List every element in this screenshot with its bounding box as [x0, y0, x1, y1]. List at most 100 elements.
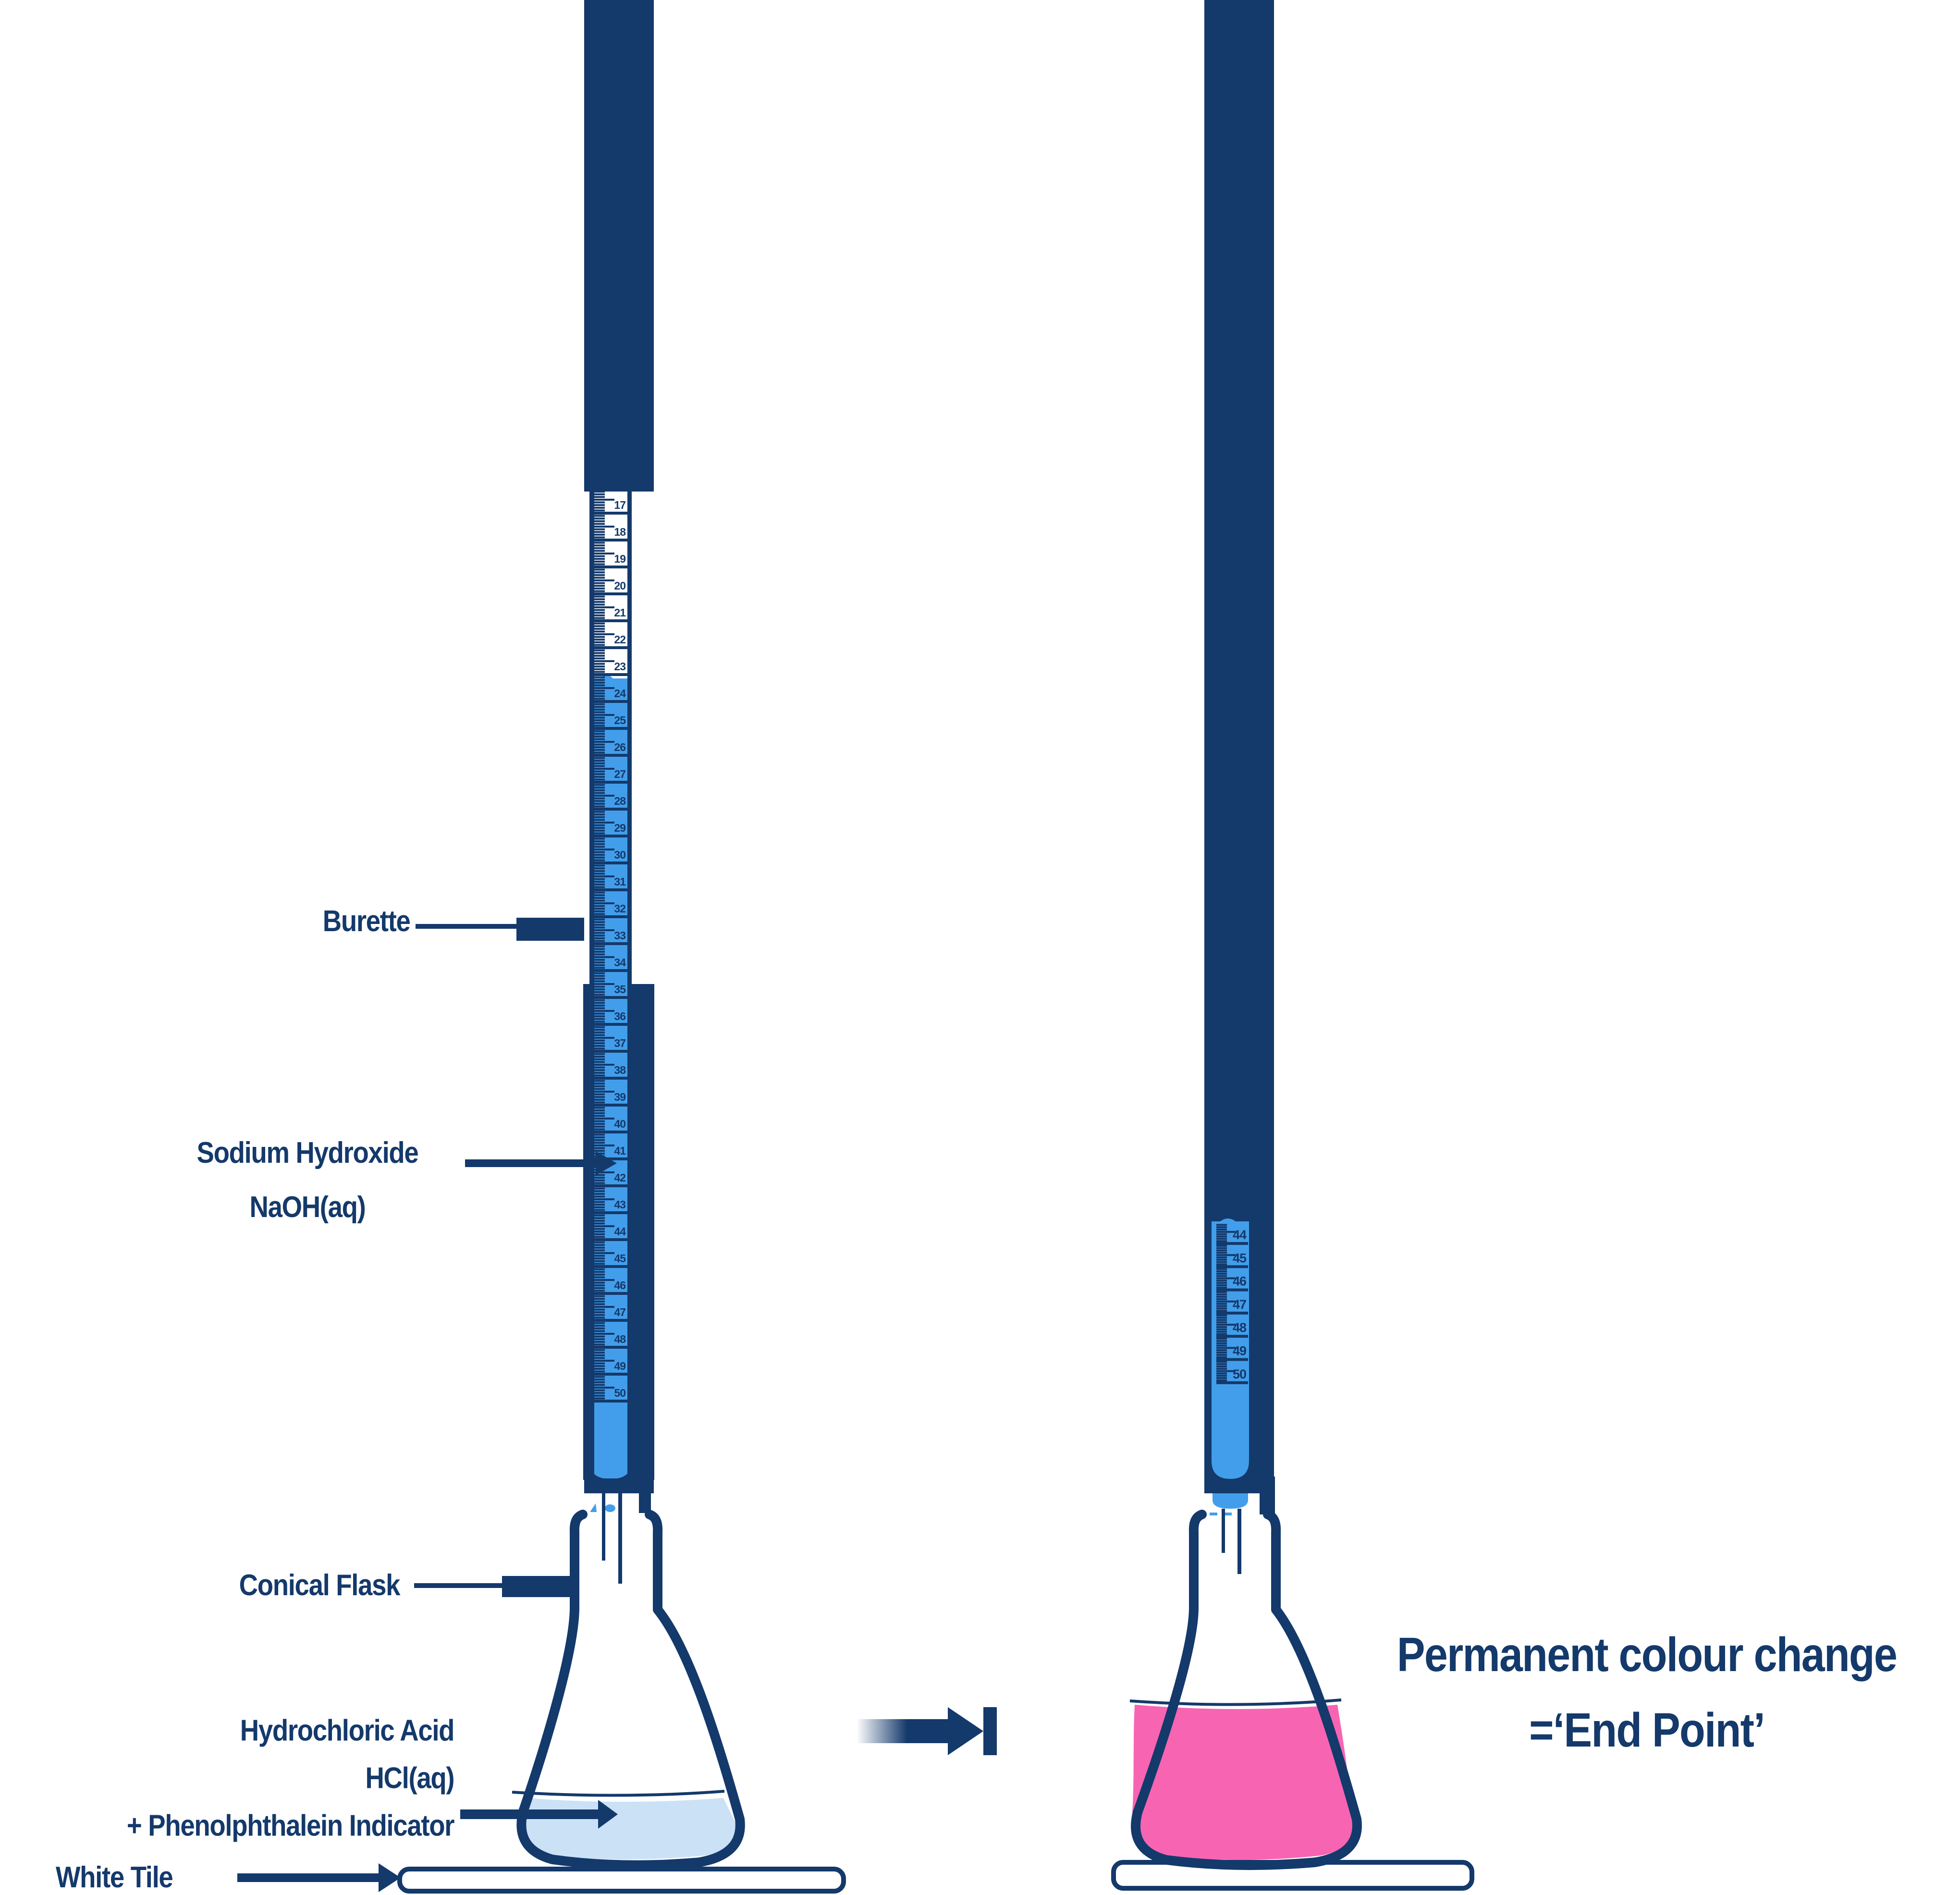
scale-minor-tick — [594, 1303, 605, 1305]
indicator-arrow-line — [460, 1809, 600, 1819]
scale-number: 44 — [1233, 1228, 1247, 1242]
scale-minor-tick — [594, 762, 605, 764]
scale-minor-tick — [594, 802, 605, 805]
scale-major-line — [594, 835, 628, 837]
scale-minor-tick — [594, 964, 605, 966]
scale-minor-tick — [594, 800, 605, 802]
scale-minor-tick — [594, 1268, 605, 1270]
scale-minor-tick — [594, 910, 605, 912]
scale-minor-tick — [594, 894, 605, 897]
scale-minor-tick — [594, 1074, 605, 1077]
scale-minor-tick — [594, 609, 605, 611]
scale-minor-tick — [594, 1214, 605, 1217]
scale-minor-tick — [594, 1295, 605, 1297]
scale-minor-tick — [1216, 1303, 1227, 1305]
scale-minor-tick — [1216, 1270, 1227, 1272]
scale-minor-tick — [1216, 1298, 1227, 1300]
scale-minor-tick — [594, 1144, 614, 1146]
scale-minor-tick — [1216, 1354, 1227, 1356]
scale-minor-tick — [1216, 1244, 1227, 1247]
scale-minor-tick — [594, 940, 605, 942]
scale-minor-tick — [594, 1133, 605, 1136]
burette-right-meniscus — [1220, 1218, 1236, 1221]
scale-minor-tick — [594, 1228, 605, 1230]
scale-minor-tick — [594, 1026, 605, 1028]
white-tile-label: White Tile — [56, 1861, 173, 1894]
burette-right-jet — [1222, 1509, 1225, 1553]
scale-minor-tick — [594, 1034, 605, 1036]
scale-minor-tick — [594, 536, 605, 539]
scale-minor-tick — [594, 649, 605, 652]
burette-right-jet — [1237, 1509, 1241, 1574]
scale-minor-tick — [1216, 1229, 1227, 1231]
scale-minor-tick — [1216, 1224, 1227, 1226]
flask-left-liquid — [521, 1798, 736, 1859]
scale-minor-tick — [594, 571, 605, 574]
scale-number: 18 — [614, 526, 626, 538]
scale-major-line — [1216, 1358, 1248, 1361]
indicator-arrow-head — [598, 1800, 618, 1829]
scale-minor-tick — [594, 641, 605, 643]
scale-minor-tick — [594, 1257, 605, 1260]
transition-arrow-stop-bar — [983, 1707, 997, 1755]
scale-minor-tick — [594, 716, 605, 719]
scale-major-line — [594, 673, 628, 676]
flask-right-outline — [1131, 1510, 1362, 1870]
scale-minor-tick — [594, 1222, 605, 1225]
scale-minor-tick — [594, 760, 605, 762]
scale-minor-tick — [594, 1384, 605, 1386]
scale-minor-tick — [594, 746, 605, 749]
burette-left-scale: 17 18 19 20 21 22 23 24 25 26 27 28 29 30 31 32 33 34 35 36… — [594, 491, 628, 1403]
scale-minor-tick — [594, 574, 605, 576]
scale-minor-tick — [594, 1056, 605, 1058]
scale-minor-tick — [594, 587, 605, 590]
conical-flask-leader-bar — [502, 1576, 572, 1597]
scale-minor-tick — [594, 875, 614, 877]
scale-minor-tick — [594, 870, 605, 872]
scale-minor-tick — [594, 550, 605, 552]
scale-minor-tick — [594, 582, 605, 584]
scale-number: 17 — [614, 499, 625, 511]
scale-minor-tick — [594, 1004, 605, 1007]
scale-number: 45 — [1233, 1251, 1247, 1265]
scale-minor-tick — [594, 1058, 605, 1060]
scale-minor-tick — [594, 1064, 614, 1066]
scale-minor-tick — [1216, 1349, 1227, 1352]
scale-number: 21 — [614, 606, 626, 619]
scale-minor-tick — [594, 843, 605, 845]
scale-minor-tick — [1216, 1356, 1227, 1358]
scale-minor-tick — [594, 1394, 605, 1397]
scale-minor-tick — [594, 1171, 614, 1173]
scale-major-line — [594, 942, 628, 945]
scale-minor-tick — [594, 975, 605, 977]
scale-minor-tick — [594, 1039, 605, 1042]
scale-minor-tick — [594, 832, 605, 835]
scale-minor-tick — [594, 1349, 605, 1351]
scale-minor-tick — [594, 1187, 605, 1190]
scale-minor-tick — [594, 1037, 614, 1039]
scale-minor-tick — [594, 784, 605, 786]
scale-minor-tick — [594, 923, 605, 926]
scale-minor-tick — [594, 504, 605, 506]
scale-minor-tick — [594, 1021, 605, 1023]
scale-number: 31 — [614, 875, 626, 888]
scale-major-line — [1216, 1288, 1248, 1292]
scale-number: 24 — [614, 687, 626, 700]
scale-minor-tick — [594, 1341, 605, 1343]
white-tile-arrow-head — [379, 1863, 401, 1892]
scale-major-line — [594, 1346, 628, 1349]
burette-left-jet — [618, 1493, 622, 1584]
scale-major-line — [1216, 1335, 1248, 1338]
scale-minor-tick — [594, 980, 605, 983]
scale-minor-tick — [594, 1029, 605, 1031]
scale-minor-tick — [594, 1091, 614, 1093]
scale-minor-tick — [594, 1198, 614, 1200]
scale-minor-tick — [594, 1287, 605, 1289]
scale-minor-tick — [594, 622, 605, 625]
scale-minor-tick — [594, 816, 605, 818]
scale-minor-tick — [594, 1252, 614, 1254]
scale-minor-tick — [1216, 1291, 1227, 1293]
flask-left-liquid-surface — [512, 1790, 725, 1797]
scale-number: 42 — [614, 1171, 625, 1184]
